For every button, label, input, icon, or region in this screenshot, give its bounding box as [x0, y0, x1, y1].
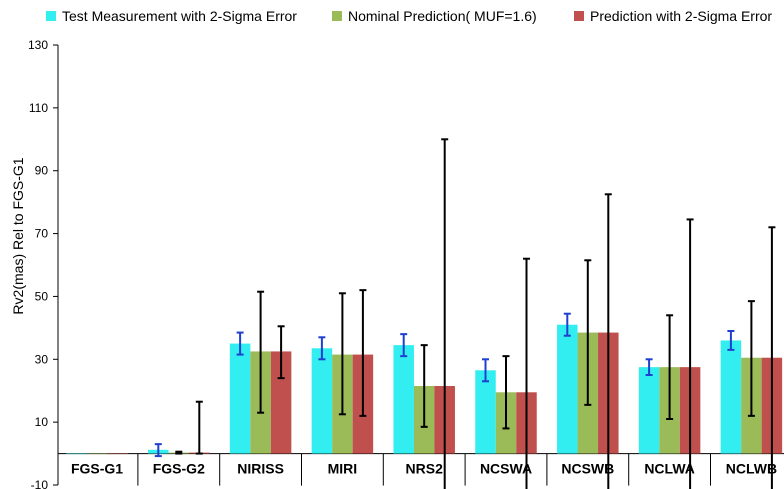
bar-series-1: [229, 343, 251, 454]
x-tick-label: NRS2: [406, 461, 444, 477]
bar-series-1: [311, 348, 333, 454]
bar-series-1: [557, 324, 578, 454]
y-tick-label: 90: [35, 164, 49, 178]
y-tick-label: -10: [31, 478, 49, 489]
legend-swatch-prediction-2sigma: [574, 11, 584, 21]
bar-series-1: [66, 453, 87, 455]
bar-series-1: [720, 340, 742, 454]
legend-item-nominal-prediction: Nominal Prediction( MUF=1.6): [332, 8, 537, 24]
bar-series-1: [393, 345, 414, 454]
legend: Test Measurement with 2-Sigma Error Nomi…: [0, 4, 784, 30]
bar-series-2: [86, 453, 108, 455]
x-tick-label: FGS-G2: [153, 461, 205, 477]
bar-series-1: [475, 370, 496, 454]
y-tick-label: 10: [35, 415, 49, 429]
y-tick-label: 30: [35, 352, 49, 366]
bar-series-3: [270, 351, 292, 454]
y-tick-label: 50: [35, 289, 49, 303]
legend-item-prediction-2sigma: Prediction with 2-Sigma Error: [574, 8, 772, 24]
bar-series-3: [107, 453, 128, 455]
x-tick-label: MIRI: [328, 461, 358, 477]
x-tick-label: FGS-G1: [71, 461, 123, 477]
x-tick-label: NCSWA: [480, 461, 532, 477]
legend-item-test-measurement: Test Measurement with 2-Sigma Error: [46, 8, 297, 24]
axes-group: -10 10 30 50 70 90 110 130 FGS-G1 FGS-G2 NIRISS MIR…: [28, 38, 784, 489]
y-tick-label: 130: [28, 38, 48, 52]
x-tick-label: NIRISS: [237, 461, 284, 477]
legend-swatch-nominal-prediction: [332, 11, 342, 21]
legend-label-nominal-prediction: Nominal Prediction( MUF=1.6): [348, 8, 537, 24]
y-tick-label: 110: [29, 101, 48, 115]
x-tick-label: NCLWB: [726, 461, 777, 477]
legend-label-prediction-2sigma: Prediction with 2-Sigma Error: [590, 8, 773, 24]
bar-series-1: [638, 367, 660, 454]
y-tick-label: 70: [35, 227, 49, 241]
x-tick-label: NCLWA: [644, 461, 695, 477]
x-tick-label: NCSWB: [561, 461, 614, 477]
error-bars-group: [154, 138, 776, 489]
legend-label-test-measurement: Test Measurement with 2-Sigma Error: [62, 8, 297, 24]
bars-group: [66, 324, 783, 455]
y-axis-label: Rv2(mas) Rel to FGS-G1: [10, 157, 26, 314]
legend-swatch-test-measurement: [46, 11, 56, 21]
